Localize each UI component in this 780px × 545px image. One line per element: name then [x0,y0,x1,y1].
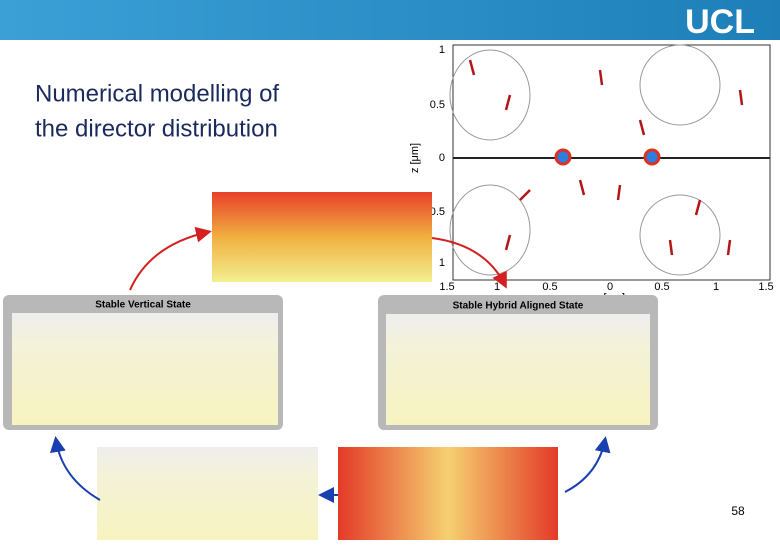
y-tick: 0 [439,152,445,164]
right-panel: Stable Hybrid Aligned State [378,295,658,430]
title: Numerical modelling of [35,80,279,107]
y-label: z [μm] [409,143,421,173]
left-panel: Stable Vertical State [3,295,283,430]
x-tick: 0 [607,281,613,293]
panel-title: Stable Hybrid Aligned State [453,301,584,312]
x-tick: 1.5 [439,281,454,293]
simulation-image [212,192,432,282]
logo: UCL [685,3,755,41]
arrow [49,436,101,501]
arrow [564,436,611,493]
x-tick: 1 [494,281,500,293]
arrow [431,237,507,289]
title: the director distribution [35,115,278,142]
panel-title: Stable Vertical State [95,300,191,311]
director-plot: z [μm] 1 0.5 0 0.5 1 1.5 1 0.5 0 0.5 1 1… [409,44,774,304]
x-tick: 1.5 [758,281,773,293]
simulation-image [97,447,318,540]
header-bar [0,0,780,40]
y-tick: 1 [439,44,445,56]
x-tick: 0.5 [542,281,557,293]
y-tick: 1 [439,257,445,269]
y-tick: 0.5 [430,206,445,218]
y-tick: 0.5 [430,99,445,111]
arrow [129,226,212,291]
x-tick: 1 [713,281,719,293]
x-tick: 0.5 [654,281,669,293]
page-number: 58 [731,504,745,518]
simulation-image [338,447,558,540]
